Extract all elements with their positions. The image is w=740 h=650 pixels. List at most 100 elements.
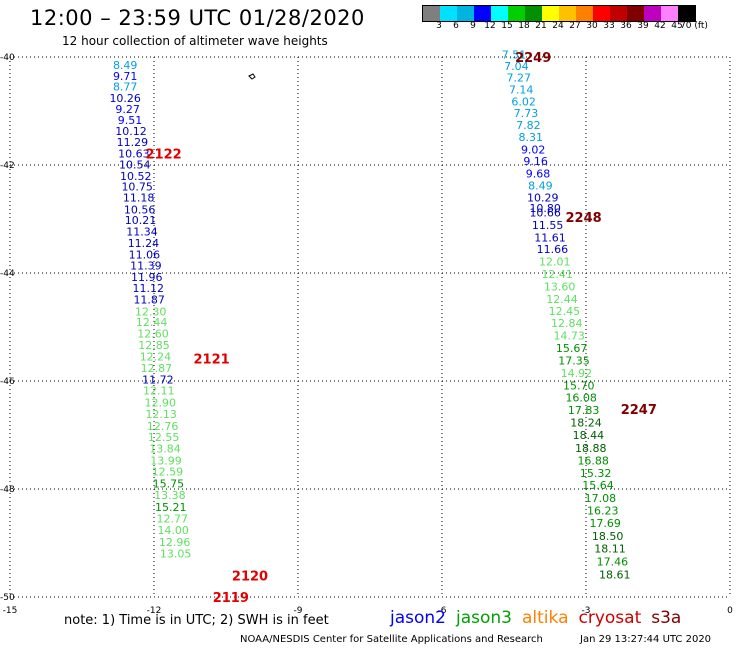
swh-value-label: 12.11 xyxy=(143,385,175,398)
swh-value-label: 10.26 xyxy=(109,92,141,105)
swh-value-label: 17.35 xyxy=(558,354,590,367)
swh-value-label: 15.64 xyxy=(582,479,614,492)
swh-value-label: 6.02 xyxy=(511,95,536,108)
swh-value-label: 11.87 xyxy=(133,293,165,306)
color-swatch xyxy=(525,6,542,21)
swh-value-label: 17.83 xyxy=(568,404,600,417)
swh-value-label: 14.73 xyxy=(553,330,585,343)
color-swatch xyxy=(542,6,559,21)
y-tick-label: -40 xyxy=(0,53,15,63)
swh-value-label: 7.73 xyxy=(514,107,539,120)
swh-value-label: 15.21 xyxy=(155,501,187,514)
swh-value-label: 16.88 xyxy=(577,454,609,467)
swh-value-label: 7.14 xyxy=(509,83,534,96)
swh-value-label: 8.77 xyxy=(113,81,138,94)
y-tick-label: -50 xyxy=(0,593,15,603)
swh-value-label: 10.56 xyxy=(124,203,156,216)
swh-value-label: 16.08 xyxy=(565,392,597,405)
color-swatch xyxy=(474,6,491,21)
satellite-legend-item: jason3 xyxy=(456,608,512,628)
swh-value-label: 9.71 xyxy=(113,70,138,83)
swh-value-label: 10.29 xyxy=(527,191,559,204)
swh-value-label: 10.66 xyxy=(529,207,561,220)
x-tick-label: 0 xyxy=(727,606,733,616)
color-swatch xyxy=(610,6,627,21)
color-swatch xyxy=(644,6,661,21)
swh-value-label: 18.24 xyxy=(570,417,602,430)
swh-value-label: 12.77 xyxy=(156,513,188,526)
color-swatch xyxy=(593,6,610,21)
color-scale-label: 70 (ft) xyxy=(680,21,708,31)
swh-value-label: 12.30 xyxy=(135,305,167,318)
y-tick-label: -48 xyxy=(0,485,15,495)
island-outline xyxy=(248,73,256,80)
swh-value-label: 18.88 xyxy=(575,442,607,455)
swh-value-label: 10.12 xyxy=(115,125,147,138)
swh-value-label: 12.90 xyxy=(144,397,176,410)
swh-value-label: 12.01 xyxy=(539,256,571,269)
pass-time-label: 2247 xyxy=(621,403,657,418)
swh-value-label: 10.80 xyxy=(529,202,561,215)
swh-value-label: 9.16 xyxy=(523,155,548,168)
swh-value-label: 17.46 xyxy=(597,555,629,568)
swh-value-label: 15.75 xyxy=(153,478,185,491)
swh-value-label: 15.70 xyxy=(563,379,595,392)
swh-value-label: 14.92 xyxy=(561,367,593,380)
swh-value-label: 11.61 xyxy=(534,231,566,244)
color-swatch xyxy=(627,6,644,21)
x-tick-label: -9 xyxy=(294,606,303,616)
color-swatch xyxy=(661,6,678,21)
color-scale-label: 9 xyxy=(470,21,476,31)
swh-value-label: 11.96 xyxy=(131,271,163,284)
swh-value-label: 12.45 xyxy=(549,305,581,318)
swh-value-label: 12.13 xyxy=(145,408,177,421)
swh-value-label: 17.69 xyxy=(589,517,621,530)
swh-value-label: 12.84 xyxy=(551,317,583,330)
color-scale-labels: 3 6 9 12 15 18 21 24 27 30 33 36 39 42 45 70 (ft) xyxy=(422,21,740,33)
swh-value-label: 13.60 xyxy=(544,281,576,294)
swh-value-label: 12.41 xyxy=(541,268,573,281)
pass-time-label: 2249 xyxy=(515,51,551,66)
swh-value-label: 13.38 xyxy=(154,489,186,502)
swh-value-label: 11.66 xyxy=(537,243,569,256)
color-swatch xyxy=(440,6,457,21)
swh-value-label: 10.54 xyxy=(119,158,151,171)
color-scale-label: 18 xyxy=(518,21,530,31)
swh-value-label: 7.51 xyxy=(502,48,527,61)
swh-value-label: 18.11 xyxy=(594,542,626,555)
color-swatch xyxy=(508,6,525,21)
swh-value-label: 12.76 xyxy=(147,420,179,433)
color-swatch xyxy=(423,6,440,21)
swh-value-label: 10.63 xyxy=(118,148,150,161)
pass-time-label: 2121 xyxy=(194,352,230,367)
color-scale-label: 42 xyxy=(654,21,666,31)
satellite-legend-item: jason2 xyxy=(390,608,446,628)
swh-value-label: 11.55 xyxy=(532,219,564,232)
page-title: 12:00 – 23:59 UTC 01/28/2020 xyxy=(30,6,365,30)
swh-value-label: 12.85 xyxy=(138,339,170,352)
color-scale-label: 6 xyxy=(453,21,459,31)
page-subtitle: 12 hour collection of altimeter wave hei… xyxy=(62,34,328,48)
swh-value-label: 9.68 xyxy=(526,168,551,181)
swh-value-label: 18.50 xyxy=(592,530,624,543)
pass-time-label: 2122 xyxy=(146,148,182,163)
color-scale-label: 39 xyxy=(637,21,649,31)
color-swatch xyxy=(559,6,576,21)
color-swatch xyxy=(678,6,695,21)
y-tick-label: -44 xyxy=(0,269,15,279)
swh-value-label: 18.61 xyxy=(599,568,631,581)
swh-value-label: 12.24 xyxy=(140,351,172,364)
swh-value-label: 16.23 xyxy=(587,505,619,518)
swh-value-label: 12.60 xyxy=(137,327,169,340)
swh-value-label: 17.08 xyxy=(585,492,617,505)
footer-timestamp: Jan 29 13:27:44 UTC 2020 xyxy=(580,634,712,645)
pass-time-label: 2248 xyxy=(566,211,602,226)
swh-value-label: 8.49 xyxy=(528,180,553,193)
color-swatch xyxy=(457,6,474,21)
swh-value-label: 13.99 xyxy=(150,454,182,467)
color-swatch xyxy=(491,6,508,21)
footer-note: note: 1) Time is in UTC; 2) SWH is in fe… xyxy=(64,613,329,628)
swh-value-label: 11.39 xyxy=(130,259,162,272)
swh-value-label: 9.27 xyxy=(115,103,140,116)
